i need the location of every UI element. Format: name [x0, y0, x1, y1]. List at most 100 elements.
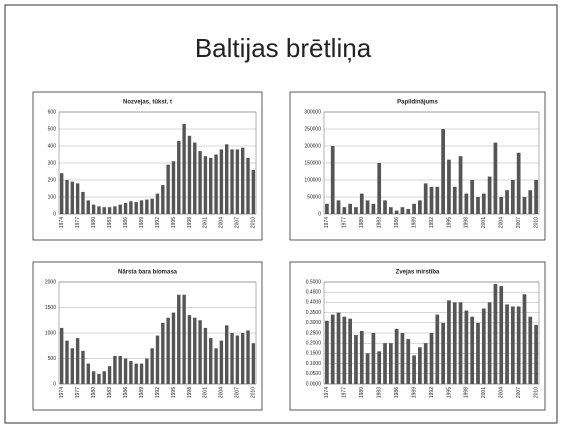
- y-tick-label: 0.3500: [306, 310, 322, 316]
- bar: [155, 193, 160, 214]
- x-tick-label: 2001: [203, 387, 209, 398]
- x-tick-label: 1998: [464, 217, 470, 228]
- bar: [166, 164, 170, 214]
- bar: [240, 333, 245, 384]
- y-tick-label: 0.5000: [306, 279, 322, 285]
- bar: [102, 207, 106, 214]
- chart-title: Zvejas mirstība: [396, 270, 440, 276]
- bar: [394, 328, 399, 384]
- x-tick-label: 2001: [203, 217, 209, 228]
- bar: [412, 203, 416, 214]
- bar: [418, 347, 422, 384]
- x-tick-label: 1980: [91, 217, 97, 228]
- bar: [505, 304, 509, 384]
- bar: [452, 186, 457, 214]
- x-tick-label: 1995: [171, 387, 177, 398]
- y-tick-label: 0.0500: [306, 371, 322, 377]
- y-tick-label: 400: [48, 143, 57, 149]
- bar: [219, 340, 224, 384]
- bar: [235, 335, 240, 384]
- x-tick-label: 1995: [446, 387, 452, 398]
- bar: [81, 191, 85, 214]
- bar: [359, 193, 364, 214]
- bar: [394, 210, 399, 214]
- x-tick-label: 2010: [533, 387, 539, 398]
- x-tick-label: 2004: [219, 217, 225, 228]
- y-tick-label: 0.3000: [306, 320, 322, 326]
- x-tick-label: 1980: [91, 387, 97, 398]
- bar: [365, 353, 370, 384]
- bar: [145, 199, 149, 214]
- bar: [371, 203, 376, 214]
- y-tick-label: 0: [53, 381, 56, 387]
- bar: [441, 322, 445, 384]
- x-tick-label: 2001: [481, 217, 487, 228]
- bar: [113, 206, 117, 214]
- x-tick-label: 1989: [411, 217, 417, 228]
- y-tick-label: 100000: [304, 177, 321, 183]
- bar: [91, 371, 96, 384]
- bar: [150, 198, 154, 214]
- bar: [65, 340, 69, 384]
- bar: [139, 363, 144, 384]
- x-tick-label: 1992: [155, 217, 161, 228]
- y-tick-label: 200: [48, 177, 57, 183]
- bar: [464, 310, 469, 384]
- chart-panel: Zvejas mirstība 0.0000 0.0500 0.1000 0.1500 0…: [289, 261, 546, 411]
- bar: [447, 300, 451, 384]
- bar: [516, 306, 521, 384]
- x-tick-label: 1998: [187, 217, 193, 228]
- x-tick-label: 1992: [429, 217, 435, 228]
- bar: [193, 317, 197, 384]
- bar: [123, 202, 128, 214]
- bar: [388, 207, 393, 214]
- bar: [330, 314, 335, 384]
- x-tick-label: 1986: [394, 217, 400, 228]
- bar: [435, 314, 440, 384]
- bar: [171, 161, 176, 214]
- bar: [516, 152, 521, 214]
- bar: [429, 186, 434, 214]
- bar: [342, 316, 347, 384]
- y-tick-label: 0.4000: [306, 300, 322, 306]
- x-tick-label: 2004: [499, 387, 505, 398]
- bar: [412, 355, 416, 384]
- x-tick-label: 2001: [481, 387, 487, 398]
- bar: [118, 204, 122, 214]
- bar: [377, 351, 382, 384]
- bar: [418, 200, 422, 214]
- bar: [145, 358, 149, 384]
- bar: [203, 156, 208, 214]
- bar: [400, 333, 405, 384]
- bar: [59, 327, 64, 384]
- slide-title: Baltijas brētliņa: [195, 33, 372, 63]
- y-tick-label: 250000: [304, 126, 321, 132]
- y-tick-label: 0: [318, 211, 321, 217]
- x-tick-label: 1986: [123, 387, 129, 398]
- bar: [534, 180, 538, 214]
- x-tick-label: 1995: [171, 217, 177, 228]
- bar: [522, 197, 527, 214]
- y-tick-label: 0.2000: [306, 341, 322, 347]
- x-tick-label: 1977: [342, 387, 348, 398]
- bar: [354, 207, 358, 214]
- bar: [406, 339, 411, 384]
- bar: [447, 159, 451, 214]
- y-tick-label: 1500: [45, 305, 56, 311]
- bar: [225, 144, 229, 214]
- bar: [198, 320, 202, 384]
- y-tick-label: 600: [48, 109, 57, 115]
- bar: [371, 333, 376, 384]
- y-tick-label: 300: [48, 160, 57, 166]
- bar: [493, 142, 498, 214]
- x-tick-label: 1992: [155, 387, 161, 398]
- bar: [336, 200, 341, 214]
- x-tick-label: 1980: [359, 217, 365, 228]
- x-tick-label: 2010: [251, 387, 257, 398]
- bar: [435, 186, 440, 214]
- y-tick-label: 0.4500: [306, 290, 322, 296]
- x-tick-label: 1986: [394, 387, 400, 398]
- bar: [161, 322, 165, 384]
- bar: [86, 200, 90, 214]
